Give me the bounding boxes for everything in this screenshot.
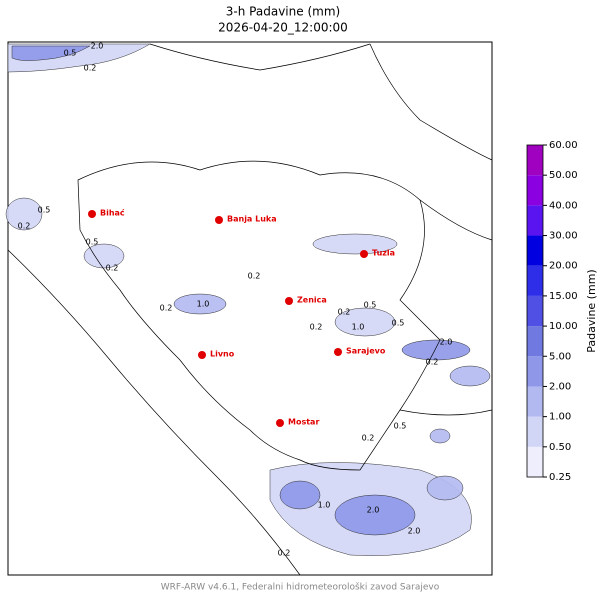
city-marker	[88, 210, 96, 218]
contour-label: 0.2	[362, 434, 375, 443]
colorbar-segment	[527, 235, 543, 266]
colorbar-segment	[527, 386, 543, 417]
colorbar-tick-label: 60.00	[549, 140, 578, 151]
contour-label: 0.2	[338, 308, 351, 317]
city-marker	[215, 216, 223, 224]
title: 3-h Padavine (mm)	[226, 5, 340, 19]
cities: Bihać Banja Luka Tuzla Zenica Livno Sarajevo M…	[88, 208, 395, 427]
colorbar-tick-label: 50.00	[549, 170, 578, 181]
city-label: Sarajevo	[346, 347, 386, 356]
contour-label: 0.2	[426, 358, 439, 367]
colorbar-segment	[527, 416, 543, 447]
contour-label: 0.2	[106, 264, 119, 273]
colorbar-tick-label: 10.00	[549, 321, 578, 332]
city-marker	[360, 250, 368, 258]
colorbar-label: Padavine (mm)	[585, 269, 598, 352]
contour-label: 1.0	[352, 323, 365, 332]
contour-label: 0.5	[38, 206, 51, 215]
colorbar-frame	[526, 144, 544, 478]
colorbar-segment	[527, 145, 543, 176]
borders	[7, 43, 493, 576]
colorbar-tick-label: 1.00	[549, 412, 571, 423]
city-label: Bihać	[100, 208, 125, 218]
city-label: Mostar	[288, 418, 319, 427]
contour-label: 2.0	[440, 338, 453, 347]
contour-label: 0.2	[278, 549, 291, 558]
subtitle: 2026-04-20_12:00:00	[218, 21, 348, 35]
contour-label: 0.5	[86, 238, 99, 247]
colorbar-segment	[527, 205, 543, 236]
colorbar-segment	[527, 326, 543, 357]
colorbar-segment	[527, 175, 543, 206]
precip-areas	[5, 43, 491, 556]
contour-label: 2.0	[408, 527, 421, 536]
contour-label: 2.0	[91, 42, 104, 51]
contour-label: 0.2	[160, 304, 173, 313]
colorbar-tick-label: 15.00	[549, 291, 578, 302]
colorbar-tick-label: 30.00	[549, 231, 578, 242]
colorbar-tick-label: 40.00	[549, 200, 578, 211]
colorbar-tick-label: 0.50	[549, 442, 571, 453]
contour-label: 0.5	[392, 319, 405, 328]
contour-label: 0.5	[64, 49, 77, 58]
city-label: Livno	[210, 350, 235, 359]
footer: WRF-ARW v4.6.1, Federalni hidrometeorolo…	[161, 582, 440, 593]
colorbar-segment	[527, 265, 543, 296]
colorbar: 0.25 0.50 1.00 2.00 5.00 10.00 15.00 20.00 30.00…	[526, 140, 598, 483]
city-marker	[285, 297, 293, 305]
contour-label: 0.2	[84, 64, 97, 73]
contour-label: 2.0	[367, 506, 380, 515]
map	[5, 41, 493, 576]
city-label: Banja Luka	[227, 215, 277, 224]
city-label: Tuzla	[372, 249, 395, 258]
city-label: Zenica	[297, 296, 327, 305]
contour-labels: 2.00.50.20.50.20.50.21.00.20.20.20.50.21…	[18, 42, 453, 558]
contour-label: 1.0	[197, 300, 210, 309]
contour-label: 0.5	[364, 301, 377, 310]
colorbar-segment	[527, 356, 543, 387]
colorbar-tick-label: 2.00	[549, 381, 571, 392]
colorbar-segment	[527, 446, 543, 477]
contour-label: 1.0	[318, 501, 331, 510]
colorbar-tick-label: 5.00	[549, 351, 571, 362]
city-marker	[198, 351, 206, 359]
colorbar-tick-label: 0.25	[549, 472, 571, 483]
contour-label: 0.5	[394, 422, 407, 431]
colorbar-segment	[527, 295, 543, 327]
contour-label: 0.2	[310, 323, 323, 332]
city-marker	[334, 348, 342, 356]
contour-label: 0.2	[18, 222, 31, 231]
city-marker	[276, 419, 284, 427]
colorbar-tick-label: 20.00	[549, 261, 578, 272]
contour-label: 0.2	[248, 272, 261, 281]
